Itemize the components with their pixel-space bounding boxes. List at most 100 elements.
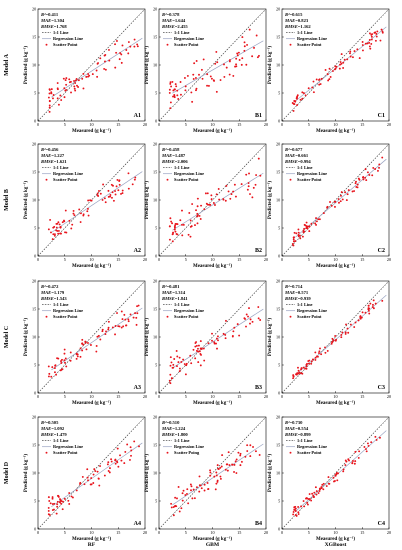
x-tick-label: 20 <box>264 530 268 535</box>
scatter-point <box>172 95 174 98</box>
scatter-point <box>176 497 178 500</box>
stat-r2: R²=0.677 <box>285 147 303 152</box>
scatter-point <box>308 359 311 362</box>
scatter-point <box>97 62 100 65</box>
scatter-point <box>183 363 186 365</box>
scatter-point <box>374 435 377 438</box>
scatter-point <box>249 444 252 447</box>
scatter-point <box>381 156 384 159</box>
scatter-point <box>195 486 198 489</box>
scatter-point <box>169 81 172 84</box>
scatter-point <box>217 339 219 342</box>
scatter-point <box>74 82 77 84</box>
regression-line <box>51 442 143 508</box>
scatter-point <box>313 491 316 494</box>
legend-scatter-swatch <box>166 43 169 46</box>
scatter-point <box>256 56 259 59</box>
scatter-point <box>245 313 248 316</box>
scatter-point <box>356 186 359 189</box>
scatter-point <box>315 490 318 493</box>
scatter-point <box>83 483 86 486</box>
scatter-point <box>334 65 337 68</box>
x-axis-label: Measured (g kg⁻¹) <box>316 263 355 269</box>
scatter-point <box>351 460 354 462</box>
legend-identity-label: 1:1 Line <box>174 30 190 35</box>
scatter-point <box>304 367 307 370</box>
scatter-point <box>328 67 331 70</box>
y-tick-label: 15 <box>32 35 36 40</box>
scatter-point <box>193 497 196 500</box>
scatter-point <box>314 222 317 225</box>
stat-r2-value: 0.714 <box>292 284 303 289</box>
scatter-point <box>247 315 249 318</box>
x-tick-label: 0 <box>281 257 283 262</box>
scatter-point <box>81 475 84 478</box>
scatter-point <box>170 220 173 223</box>
scatter-point <box>51 497 54 500</box>
scatter-point <box>192 348 195 351</box>
scatter-point <box>200 348 203 350</box>
scatter-point <box>311 86 314 89</box>
scatter-point <box>60 362 63 364</box>
scatter-point <box>292 236 295 239</box>
scatter-point <box>62 77 65 80</box>
scatter-point <box>187 233 190 236</box>
y-tick-label: 10 <box>276 63 280 68</box>
column-labels: RF GBM XGBoost <box>88 542 347 548</box>
scatter-point <box>299 98 302 101</box>
scatter-point <box>215 193 218 196</box>
legend-scatter-swatch <box>289 451 292 454</box>
scatter-point <box>375 32 378 35</box>
scatter-point <box>70 495 73 498</box>
scatter-point <box>199 364 202 367</box>
x-tick-label: 20 <box>264 257 268 262</box>
scatter-point <box>357 456 360 459</box>
scatter-point <box>216 464 219 467</box>
scatter-point <box>369 302 372 305</box>
scatter-point <box>366 42 369 45</box>
scatter-point <box>331 70 334 73</box>
scatter-point <box>56 503 59 506</box>
column-label: RF <box>88 542 96 548</box>
scatter-point <box>47 96 50 99</box>
y-axis-label: Predicted (g kg⁻¹) <box>23 318 29 357</box>
scatter-point <box>92 482 95 484</box>
scatter-point <box>48 372 51 375</box>
scatter-point <box>183 77 186 79</box>
y-tick-label: 20 <box>276 279 280 284</box>
panel-tag: A2 <box>134 248 141 254</box>
scatter-point <box>172 514 175 517</box>
scatter-point <box>219 475 222 478</box>
y-tick-label: 10 <box>32 335 36 340</box>
y-tick-label: 0 <box>34 391 36 396</box>
y-tick-label: 10 <box>32 63 36 68</box>
stat-mae-value: 0.571 <box>298 290 309 295</box>
scatter-point <box>327 482 330 485</box>
scatter-point <box>192 488 195 491</box>
scatter-point <box>95 350 98 353</box>
scatter-point <box>340 62 343 65</box>
scatter-point <box>326 349 329 352</box>
scatter-point <box>92 473 95 476</box>
scatter-point <box>181 223 183 226</box>
scatter-point <box>74 79 77 82</box>
scatter-point <box>215 50 218 53</box>
scatter-point <box>294 505 297 508</box>
scatter-point <box>127 187 130 190</box>
y-tick-label: 10 <box>153 471 157 476</box>
stat-rmse-value: 2.455 <box>177 24 188 29</box>
legend-identity-label: 1:1 Line <box>297 438 313 443</box>
stat-mae-value: 1.304 <box>54 18 65 23</box>
identity-line <box>158 416 267 530</box>
panel-tag: C4 <box>378 521 385 527</box>
scatter-point <box>218 198 221 201</box>
scatter-point <box>68 492 71 494</box>
scatter-point <box>216 479 219 482</box>
stat-rmse: RMSE=2.455 <box>162 24 188 29</box>
scatter-point <box>367 304 370 307</box>
scatter-point <box>381 299 384 302</box>
scatter-point <box>67 499 70 502</box>
legend-regression-label: Regression Line <box>53 444 83 449</box>
